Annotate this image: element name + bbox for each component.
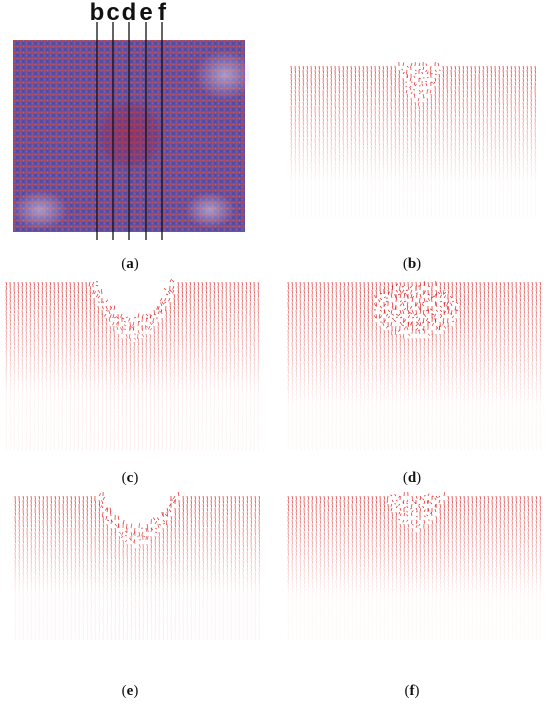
panel-f-svg: [287, 492, 542, 641]
panel-b-cross-section: [288, 62, 538, 217]
panel-c-cross-section: [3, 278, 263, 450]
panel-e-svg: [14, 492, 261, 641]
caption-b: (b): [402, 256, 422, 272]
panel-f-cross-section: [285, 492, 545, 642]
caption-a-letter: a: [126, 256, 134, 272]
displacement-field: [287, 492, 542, 641]
cut-label-d: d: [122, 0, 137, 26]
displacement-field: [5, 278, 260, 450]
caption-f-letter: f: [409, 683, 415, 699]
surface-haze: [195, 50, 250, 100]
panel-d-svg: [287, 281, 542, 450]
caption-c: (c): [121, 470, 139, 486]
displacement-field: [287, 281, 542, 450]
cut-label-c: c: [106, 0, 119, 26]
panel-b-svg: [290, 62, 537, 217]
cut-lines: [96, 22, 163, 240]
caption-d-letter: d: [407, 470, 417, 486]
panel-e-cross-section: [12, 492, 262, 642]
caption-f: (f): [404, 683, 420, 699]
caption-e: (e): [121, 683, 139, 699]
displacement-field: [290, 62, 537, 217]
panel-c-svg: [5, 278, 260, 450]
cut-label-b: b: [90, 0, 105, 26]
cut-label-e: e: [139, 0, 152, 26]
caption-a: (a): [121, 256, 139, 272]
panel-d-cross-section: [285, 278, 545, 450]
surface-haze: [12, 190, 68, 230]
caption-c-letter: c: [126, 470, 134, 486]
cut-label-f: f: [158, 0, 167, 26]
surface-haze: [185, 192, 235, 228]
impact-damage-zone: [92, 95, 168, 175]
caption-d: (d): [402, 470, 422, 486]
caption-b-letter: b: [407, 256, 417, 272]
caption-e-letter: e: [126, 683, 134, 699]
displacement-field: [14, 492, 261, 641]
